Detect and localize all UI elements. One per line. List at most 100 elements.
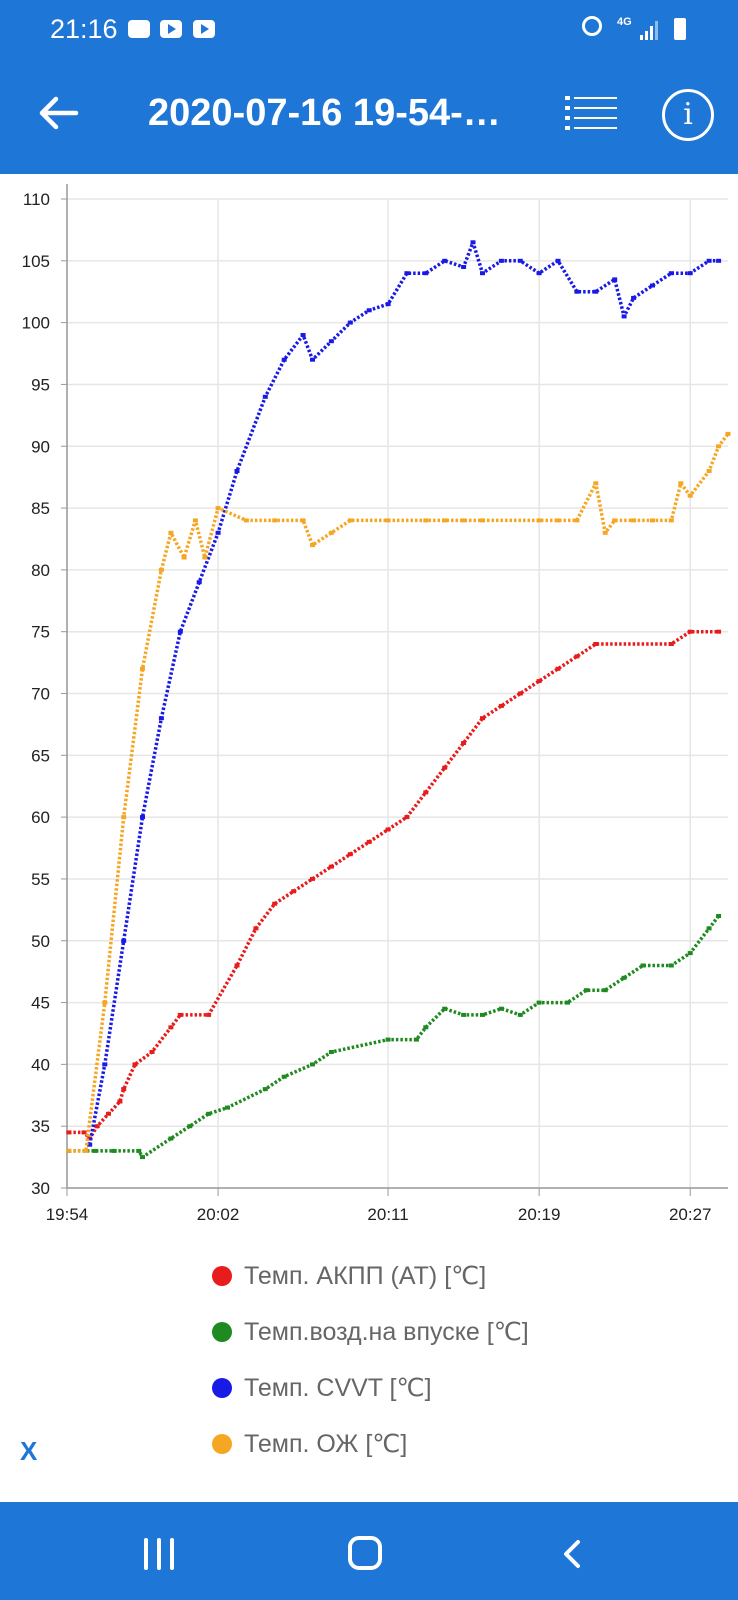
data-point [706, 469, 712, 473]
data-point [310, 1062, 315, 1067]
data-point [536, 1000, 542, 1005]
data-point [121, 815, 127, 820]
data-point [385, 302, 391, 307]
y-tick-label: 105 [22, 252, 50, 271]
navigation-bar [0, 1502, 738, 1600]
recents-icon[interactable] [144, 1538, 176, 1570]
data-point [602, 530, 608, 535]
data-point [612, 518, 618, 523]
data-point [565, 1000, 570, 1005]
data-point [300, 333, 306, 337]
data-point [498, 1006, 504, 1011]
list-icon[interactable] [565, 94, 617, 134]
data-point [461, 265, 467, 269]
data-point [621, 314, 627, 319]
data-point [687, 271, 693, 276]
data-point [687, 951, 693, 956]
y-tick-label: 30 [31, 1179, 50, 1198]
arrow-left-icon[interactable] [34, 88, 84, 138]
data-point [281, 1074, 287, 1079]
y-tick-label: 40 [31, 1055, 50, 1074]
data-point [140, 1155, 145, 1160]
data-point [177, 629, 183, 634]
data-point [66, 1130, 72, 1135]
data-point [593, 289, 599, 294]
data-point [631, 518, 637, 523]
data-point [687, 493, 693, 498]
data-point [716, 444, 722, 449]
data-point [631, 295, 637, 300]
data-point [423, 271, 429, 276]
data-point [347, 320, 353, 325]
data-point [102, 1062, 108, 1067]
data-point [536, 679, 542, 684]
signal-icon [640, 20, 660, 40]
series-line [68, 914, 720, 1159]
data-point [470, 240, 476, 245]
data-point [272, 518, 278, 523]
data-point [442, 258, 448, 263]
data-point [87, 1142, 93, 1147]
data-point [480, 1012, 485, 1017]
data-point [650, 283, 655, 288]
data-point [81, 1130, 87, 1135]
y-tick-label: 75 [31, 623, 50, 642]
y-tick-label: 95 [31, 375, 50, 394]
data-point [158, 716, 164, 721]
data-point [140, 666, 145, 671]
data-point [602, 988, 608, 993]
data-point [574, 518, 580, 523]
data-point [328, 864, 334, 869]
legend-swatch [212, 1378, 232, 1398]
data-point [461, 518, 467, 523]
data-point [262, 394, 268, 399]
data-point [132, 1062, 138, 1067]
page-title: 2020-07-16 19-54-… [148, 92, 501, 134]
close-legend-button[interactable]: X [20, 1436, 38, 1466]
data-point [328, 530, 334, 535]
data-point [536, 518, 542, 523]
data-point [725, 431, 731, 436]
data-point [621, 975, 627, 980]
home-icon[interactable] [348, 1536, 382, 1570]
data-point [136, 1148, 142, 1153]
legend-swatch [212, 1322, 232, 1342]
data-point [177, 1012, 183, 1017]
data-point [498, 258, 504, 263]
y-tick-label: 55 [31, 870, 50, 889]
data-point [366, 839, 372, 844]
info-icon[interactable]: i [662, 89, 714, 141]
legend-swatch [212, 1434, 232, 1454]
data-point [442, 518, 448, 523]
data-point [202, 555, 208, 560]
network-type: 4G [617, 16, 632, 28]
data-point [347, 518, 353, 523]
data-point [243, 518, 249, 523]
y-tick-label: 60 [31, 808, 50, 827]
data-point [181, 555, 187, 560]
data-point [206, 1012, 212, 1017]
nav-back-icon[interactable] [556, 1538, 588, 1570]
data-point [66, 1148, 72, 1153]
data-point [328, 339, 334, 344]
data-point [310, 876, 315, 881]
line-chart: 30 35 40 45 50 55 60 65 70 75 80 85 90 95 100 105 110 19:… [22, 184, 731, 1224]
data-point [385, 518, 391, 523]
data-point [117, 1099, 123, 1104]
data-point [498, 703, 504, 708]
y-tick-label: 65 [31, 746, 50, 765]
data-point [423, 790, 429, 795]
data-point [158, 567, 164, 572]
youtube-icon [160, 20, 182, 38]
data-point [716, 258, 722, 263]
data-point [385, 1037, 391, 1042]
data-point [555, 258, 561, 263]
data-point [291, 889, 297, 894]
data-point [678, 481, 684, 486]
data-point [234, 963, 240, 968]
data-point [281, 357, 287, 362]
youtube-icon [193, 20, 215, 38]
y-tick-label: 35 [31, 1117, 50, 1136]
data-point [480, 518, 485, 523]
data-point [574, 289, 580, 294]
